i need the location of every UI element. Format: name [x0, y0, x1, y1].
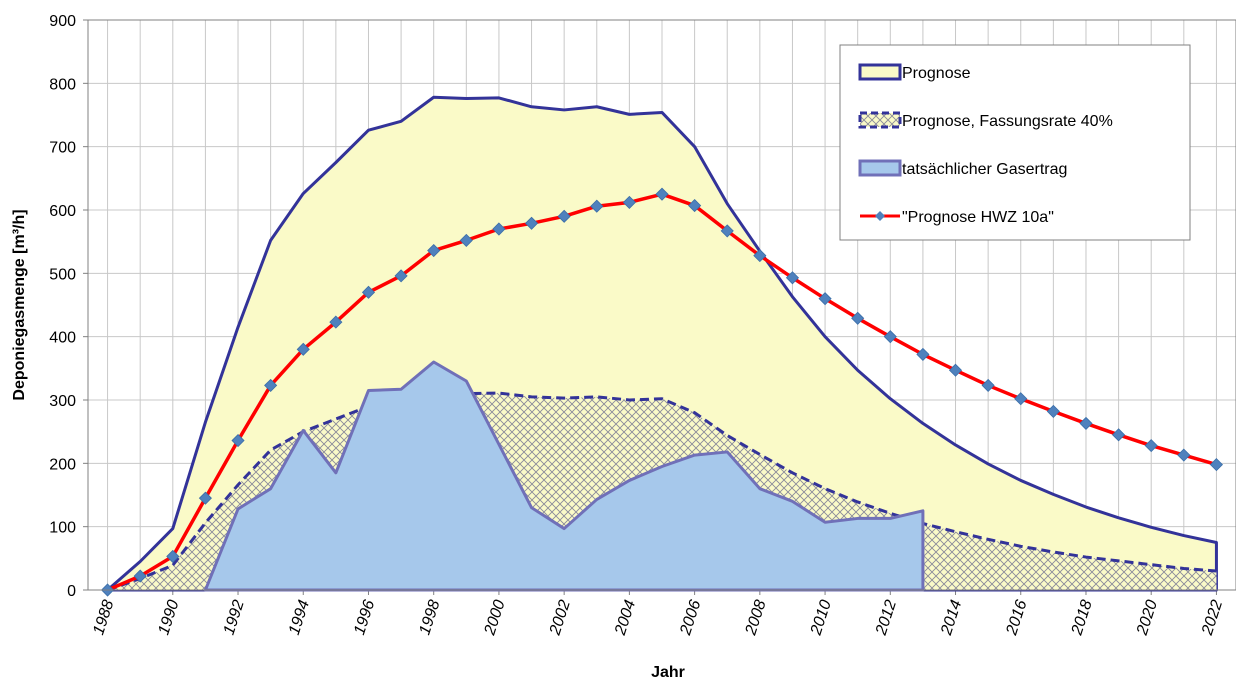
x-tick-label: 2004 [612, 598, 640, 638]
marker [916, 347, 930, 361]
x-tick-label: 2018 [1068, 598, 1096, 638]
marker [590, 199, 604, 213]
y-tick-label: 700 [49, 140, 76, 157]
marker [198, 491, 212, 505]
legend-label: tatsächlicher Gasertrag [902, 161, 1067, 178]
marker [1144, 439, 1158, 453]
marker [720, 224, 734, 238]
legend-swatch [858, 111, 902, 129]
y-tick-label: 0 [67, 583, 76, 600]
marker [655, 187, 669, 201]
marker [557, 209, 571, 223]
x-tick-label: 2008 [742, 598, 770, 638]
legend-swatch [858, 63, 902, 81]
marker [948, 363, 963, 377]
x-tick-label: 2010 [807, 598, 835, 638]
legend-label: Prognose [902, 65, 971, 82]
x-tick-label: 2020 [1134, 598, 1162, 638]
y-tick-label: 400 [49, 330, 76, 347]
marker [1177, 448, 1191, 462]
x-tick-label: 2012 [873, 598, 901, 638]
x-tick-label: 1990 [155, 598, 182, 637]
marker [394, 269, 408, 283]
marker [981, 378, 995, 392]
y-tick-label: 100 [49, 520, 76, 537]
marker [622, 195, 636, 209]
marker [231, 433, 245, 448]
y-tick-label: 200 [49, 456, 76, 473]
legend-swatch [858, 159, 902, 177]
x-tick-label: 1992 [221, 598, 248, 637]
y-tick-label: 900 [49, 13, 76, 30]
x-tick-label: 1994 [286, 598, 313, 637]
marker [329, 315, 343, 329]
marker [166, 549, 180, 563]
x-tick-label: 2016 [1003, 598, 1031, 638]
area-outline [107, 391, 1217, 592]
marker [492, 222, 506, 236]
y-axis-label: Deponiegasmenge [m³/h] [11, 209, 28, 400]
y-tick-label: 500 [49, 266, 76, 283]
marker [851, 311, 865, 325]
x-tick-label: 2022 [1199, 598, 1227, 638]
x-tick-label: 1998 [416, 598, 443, 637]
x-tick-label: 2014 [938, 598, 966, 638]
marker [524, 216, 539, 230]
marker [883, 330, 897, 344]
y-tick-label: 600 [49, 203, 76, 220]
marker [818, 292, 832, 306]
marker [688, 199, 702, 213]
marker [1046, 404, 1060, 418]
marker [361, 285, 376, 299]
x-tick-label: 2002 [546, 598, 574, 638]
marker [1079, 416, 1093, 430]
y-tick-label: 800 [49, 76, 76, 93]
y-tick-label: 300 [49, 393, 76, 410]
marker [1209, 458, 1223, 472]
marker [1014, 392, 1028, 406]
legend-label: "Prognose HWZ 10a" [902, 209, 1054, 226]
marker [1112, 428, 1126, 442]
marker [296, 342, 310, 356]
x-tick-label: 1996 [351, 598, 378, 637]
x-tick-label: 2000 [481, 598, 509, 638]
x-tick-label: 2006 [677, 598, 705, 638]
x-axis-label: Jahr [651, 664, 685, 681]
legend-marker [875, 211, 885, 221]
marker [133, 569, 147, 583]
x-tick-label: 1988 [90, 598, 117, 637]
marker [459, 233, 473, 247]
marker [427, 243, 441, 258]
marker [785, 271, 800, 285]
marker [264, 378, 278, 392]
legend-label: Prognose, Fassungsrate 40% [902, 113, 1113, 130]
plot-frame [87, 19, 1236, 591]
marker [753, 249, 767, 263]
area [203, 360, 925, 592]
